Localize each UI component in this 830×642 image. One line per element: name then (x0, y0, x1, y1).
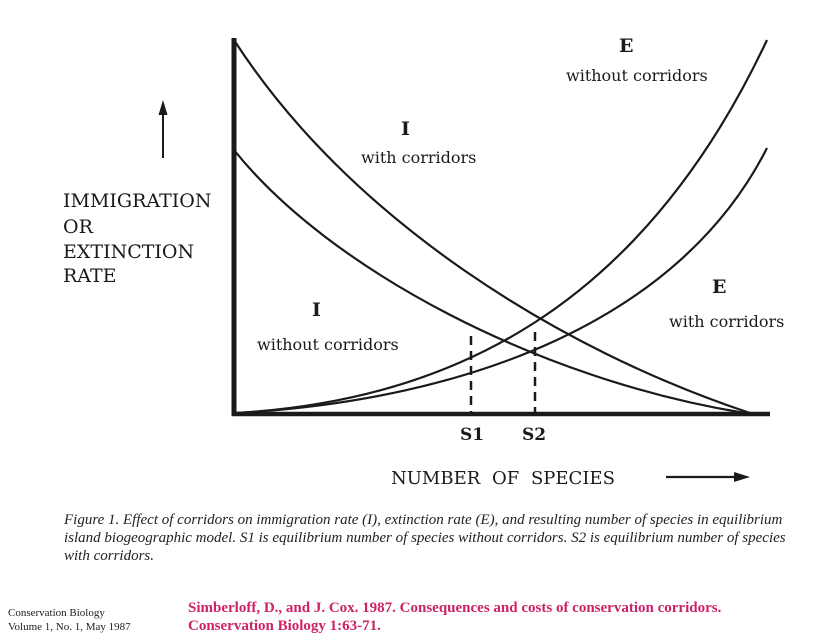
y-axis-label-line: IMMIGRATION (63, 190, 211, 212)
journal-name: Conservation Biology (8, 607, 105, 619)
immigration-curve-with-corridors (233, 39, 751, 415)
citation-line: Conservation Biology 1:63-71. (188, 618, 381, 634)
e-with-corridors-label: with corridors (669, 312, 784, 331)
immigration-curve-without-corridors (233, 149, 746, 415)
y-axis-label-line: RATE (63, 265, 117, 287)
citation: Simberloff, D., and J. Cox. 1987. Conseq… (188, 599, 721, 635)
i-with-corridors-label: with corridors (361, 148, 476, 167)
s2-label: S2 (522, 425, 546, 445)
e-with-corridors-letter: E (712, 276, 726, 298)
citation-line: Simberloff, D., and J. Cox. 1987. Conseq… (188, 600, 722, 616)
i-without-corridors-label: without corridors (257, 335, 399, 354)
extinction-curve-with-corridors (235, 147, 768, 415)
journal-volume: Volume 1, No. 1, May 1987 (8, 621, 131, 633)
figure-caption: Figure 1. Effect of corridors on immigra… (64, 512, 786, 564)
x-axis-label: NUMBER OF SPECIES (391, 468, 615, 489)
extinction-curve-without-corridors (235, 39, 768, 415)
e-without-corridors-label: without corridors (566, 66, 708, 85)
journal-info: Conservation Biology Volume 1, No. 1, Ma… (8, 606, 131, 634)
y-axis-label-line: OR (63, 216, 94, 238)
y-axis-label-line: EXTINCTION (63, 241, 194, 263)
y-axis-arrow (158, 100, 168, 158)
i-with-corridors-letter: I (401, 118, 410, 140)
e-without-corridors-letter: E (619, 35, 633, 57)
s1-label: S1 (460, 425, 484, 445)
x-axis-arrow (666, 472, 750, 482)
y-axis-label: IMMIGRATION OR EXTINCTION RATE (63, 190, 218, 287)
i-without-corridors-letter: I (312, 299, 321, 321)
